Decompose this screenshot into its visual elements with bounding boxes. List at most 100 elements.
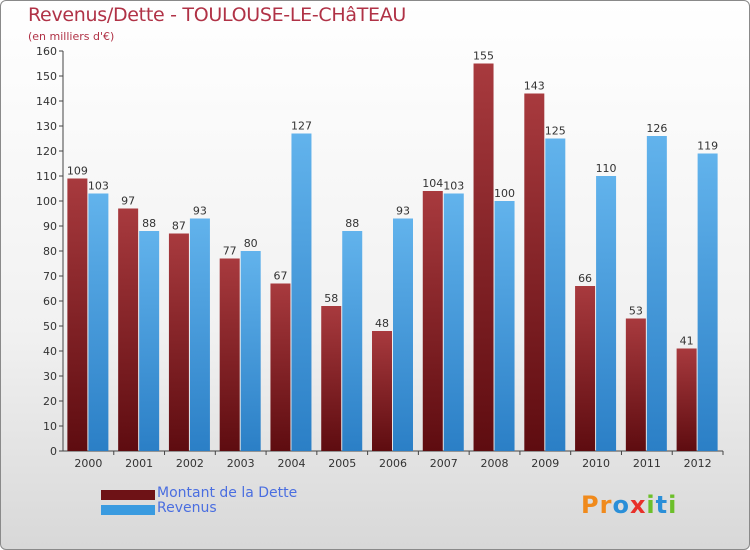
bar-revenus [697,153,718,451]
data-label: 103 [88,180,109,193]
data-label: 80 [244,237,258,250]
y-tick-label: 30 [43,370,57,383]
data-label: 143 [524,80,545,93]
data-label: 87 [172,220,186,233]
legend-label-dette: Montant de la Dette [157,485,298,501]
data-label: 100 [494,187,515,200]
x-tick-label: 2012 [684,457,712,470]
bar-revenus [596,176,617,451]
y-tick-label: 110 [36,170,57,183]
data-label: 119 [697,140,718,153]
data-label: 41 [680,335,694,348]
y-tick-label: 50 [43,320,57,333]
x-tick-label: 2001 [125,457,153,470]
y-tick-label: 60 [43,295,57,308]
y-tick-label: 0 [50,445,57,458]
x-tick-label: 2010 [582,457,610,470]
data-label: 53 [629,305,643,318]
bar-dette [67,178,88,451]
bar-dette [168,233,189,451]
y-tick-label: 90 [43,220,57,233]
x-tick-label: 2000 [74,457,102,470]
data-label: 126 [646,122,667,135]
bar-revenus [291,133,312,451]
logo-letter: P [581,491,600,519]
y-tick-label: 80 [43,245,57,258]
data-label: 67 [273,270,287,283]
data-label: 88 [345,217,359,230]
bars [67,63,718,451]
legend-label-revenus: Revenus [157,500,217,516]
x-tick-label: 2003 [227,457,255,470]
x-tick-label: 2006 [379,457,407,470]
bar-revenus [545,138,566,451]
bar-revenus [342,231,363,451]
bar-chart: 0 10 20 30 40 50 60 70 80 90 100 110 120 130 140 150 160… [36,45,724,470]
logo-letter: i [646,491,656,519]
y-tick-label: 150 [36,70,57,83]
bar-dette [676,348,697,451]
data-label: 93 [396,205,410,218]
data-label: 48 [375,317,389,330]
bar-dette [270,283,291,451]
y-tick-label: 130 [36,120,57,133]
bar-dette [118,208,139,451]
bar-dette [422,191,443,451]
data-label: 155 [473,50,494,63]
data-label: 58 [324,292,338,305]
x-tick-label: 2005 [328,457,356,470]
bar-dette [473,63,494,451]
bar-revenus [189,218,210,451]
logo-letter: t [655,491,669,519]
x-tick-label: 2007 [430,457,458,470]
data-label: 66 [578,272,592,285]
data-label: 125 [545,125,566,138]
legend-swatch-revenus [101,505,155,515]
x-tick-label: 2004 [277,457,305,470]
bar-revenus [139,231,160,451]
y-tick-label: 70 [43,270,57,283]
data-label: 88 [142,217,156,230]
y-tick-label: 10 [43,420,57,433]
logo-letter: o [612,491,630,519]
bar-revenus [88,193,109,451]
bar-dette [524,93,545,451]
logo-letter: r [599,491,613,519]
y-tick-label: 120 [36,145,57,158]
logo-letter: x [629,491,647,519]
bar-dette [321,306,342,451]
x-tick-label: 2011 [633,457,661,470]
data-label: 103 [443,180,464,193]
proxiti-logo: Proxiti [581,491,677,519]
bar-dette [219,258,240,451]
bar-revenus [443,193,464,451]
data-label: 97 [121,195,135,208]
data-label: 77 [223,245,237,258]
bar-revenus [393,218,413,451]
y-tick-label: 100 [36,195,57,208]
bar-revenus [494,201,515,451]
logo-letter: i [668,491,678,519]
bar-revenus [240,251,261,451]
x-tick-label: 2009 [531,457,559,470]
data-label: 93 [193,205,207,218]
bar-dette [625,318,646,451]
data-label: 110 [596,162,617,175]
data-label: 104 [422,177,443,190]
y-tick-label: 40 [43,345,57,358]
bar-dette [372,331,392,451]
data-label: 109 [67,165,88,178]
x-tick-label: 2008 [481,457,509,470]
y-tick-label: 140 [36,95,57,108]
legend-swatch-dette [101,490,155,500]
chart-title: Revenus/Dette - TOULOUSE-LE-CHâTEAU [28,4,407,26]
y-tick-label: 20 [43,395,57,408]
bar-dette [575,286,596,451]
y-tick-label: 160 [36,45,57,58]
bar-revenus [646,136,667,451]
chart-subtitle: (en milliers d'€) [28,30,115,43]
data-label: 127 [291,120,312,133]
x-tick-label: 2002 [176,457,204,470]
